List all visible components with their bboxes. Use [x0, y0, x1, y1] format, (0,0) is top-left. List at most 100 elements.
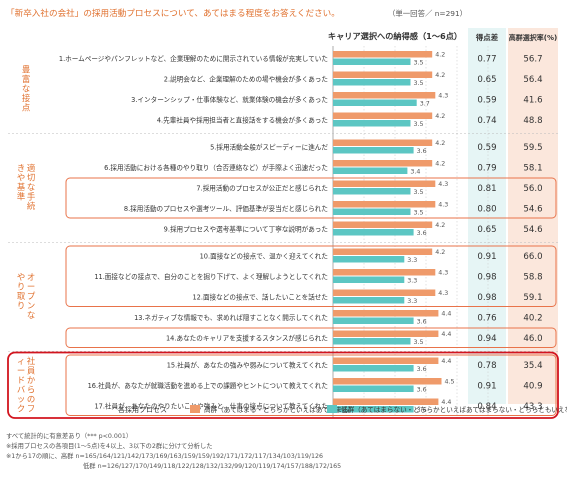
- group-label-char: 基: [17, 182, 26, 192]
- high-rate-value: 41.6: [523, 96, 542, 106]
- group-label-char: ン: [27, 301, 35, 311]
- high-rate-value: 58.1: [523, 164, 542, 174]
- bar-low: [333, 229, 414, 236]
- diff-value: 0.65: [477, 225, 496, 235]
- bar-high-label: 4.2: [435, 222, 445, 229]
- bar-low: [333, 365, 414, 372]
- bar-high: [333, 92, 436, 99]
- diff-value: 0.59: [477, 143, 496, 153]
- bar-high: [333, 221, 433, 228]
- high-rate-value: 56.7: [523, 55, 542, 65]
- score-column-title: キャリア選択への納得感（1〜6点）: [328, 31, 462, 41]
- bar-high-label: 4.3: [438, 181, 448, 188]
- row-label: 9.採用プロセスや選考基準について丁寧な説明があった: [164, 225, 328, 234]
- row-label: 2.説明会など、企業理解のための場や機会が多くあった: [164, 75, 328, 84]
- bar-high-label: 4.4: [441, 331, 451, 338]
- bar-high: [333, 51, 433, 58]
- group-label-char: フ: [27, 403, 35, 413]
- highlight-box: [65, 327, 557, 348]
- rate-column-header: 高群選択率(%): [509, 33, 557, 42]
- bar-low-label: 3.5: [414, 121, 424, 128]
- high-rate-value: 40.2: [523, 314, 542, 324]
- bar-low-label: 3.5: [414, 189, 424, 196]
- diff-value: 0.65: [477, 75, 496, 85]
- diff-value: 0.91: [477, 382, 496, 392]
- row-label: 5.採用活動全般がスピーディーに進んだ: [210, 143, 328, 152]
- bar-low-label: 3.6: [417, 148, 427, 155]
- legend-low-label: 低群（あてはまらない・どちらかといえばあてはまらない・どちらともいえない）: [341, 405, 567, 414]
- bar-high-label: 4.3: [438, 202, 448, 209]
- group-label-char: な: [22, 83, 30, 93]
- group-label-char: ド: [17, 375, 25, 385]
- bar-high: [333, 160, 433, 167]
- legend-high-label: 高群（あてはまる・どちらかといえばあてはまる）: [204, 405, 355, 414]
- footnote-3: ※1から17の順に、高群 n=165/164/121/142/173/169/1…: [6, 451, 323, 460]
- group-label-char: 手: [27, 192, 35, 202]
- bar-high: [333, 357, 439, 364]
- diff-value: 0.98: [477, 293, 496, 303]
- bar-high: [333, 398, 439, 405]
- diff-panel: [468, 28, 506, 404]
- diff-value: 0.98: [477, 273, 496, 283]
- group-label-char: 適: [27, 163, 36, 173]
- bar-high-label: 4.2: [435, 161, 445, 168]
- row-label: 10.面接などの接点で、温かく迎えてくれた: [200, 252, 328, 261]
- bar-low-label: 3.3: [407, 298, 417, 305]
- group-label-char: 続: [27, 201, 36, 211]
- diff-value: 0.74: [477, 116, 496, 126]
- bar-high: [333, 180, 436, 187]
- row-label: 12.面接などの接点で、話したいことを話せた: [192, 293, 328, 302]
- diff-value: 0.76: [477, 314, 496, 324]
- row-label: 6.採用活動における各種のやり取り（合否連絡など）が手際よく迅速だった: [104, 163, 328, 172]
- highlight-boxes: [7, 177, 559, 419]
- row-label: 15.社員が、あなたの強みや弱みについて教えてくれた: [167, 361, 328, 370]
- row-label: 11.面接などの接点で、自分のことを掘り下げて、よく理解しようとしてくれた: [94, 272, 328, 281]
- group-label-char: ッ: [17, 394, 25, 404]
- legend-title: 各採用プロセス: [118, 405, 167, 414]
- row-label: 14.あなたのキャリアを支援するスタンスが感じられた: [166, 334, 328, 343]
- diff-value: 0.84: [477, 402, 496, 412]
- footnote-2: ※採用プロセスの各項目(1〜5点)を4以上、3以下の2群に分けて分析した: [6, 441, 213, 450]
- bar-high: [333, 201, 436, 208]
- high-rate-value: 54.6: [523, 225, 542, 235]
- bar-low: [333, 99, 417, 106]
- bar-high: [333, 269, 436, 276]
- legend-low-swatch: [327, 405, 337, 413]
- group-label-char: 点: [22, 102, 30, 112]
- feedback-emphasis-box: [7, 351, 559, 419]
- bar-low: [333, 188, 411, 195]
- bar-low-label: 3.6: [417, 407, 427, 414]
- diff-column-header: 得点差: [475, 33, 499, 42]
- page-note: （単一回答／ n=291）: [388, 9, 467, 18]
- bar-high-label: 4.4: [441, 399, 451, 406]
- group-label-char: 切: [27, 173, 35, 183]
- bar-high-label: 4.2: [435, 140, 445, 147]
- bar-low: [333, 147, 414, 154]
- row-label: 8.採用活動のプロセスや選考ツール、評価基準が妥当だと感じられた: [124, 204, 328, 213]
- diff-value: 0.81: [477, 184, 496, 194]
- high-rate-value: 40.9: [523, 382, 542, 392]
- legend-high-swatch: [190, 405, 200, 413]
- group-label-char: ィ: [17, 356, 25, 366]
- high-rate-value: 66.0: [523, 252, 542, 262]
- bar-low-label: 3.3: [407, 257, 417, 264]
- bar-high-label: 4.2: [435, 72, 445, 79]
- highlight-box: [65, 354, 557, 416]
- bar-low: [333, 167, 408, 174]
- high-rate-value: 58.8: [523, 273, 542, 283]
- bar-low: [333, 317, 414, 324]
- bar-high-label: 4.4: [441, 358, 451, 365]
- bar-high: [333, 112, 433, 119]
- group-label-char: の: [27, 394, 35, 404]
- row-label: 4.先輩社員や採用担当者と直接話をする機会が多くあった: [157, 116, 328, 125]
- diff-value: 0.59: [477, 96, 496, 106]
- bar-high: [333, 139, 433, 146]
- row-label: 16.社員が、あなたが就職活動を進める上での課題やヒントについて教えてくれた: [88, 381, 328, 390]
- diff-value: 0.77: [477, 55, 496, 65]
- bar-high-label: 4.5: [445, 379, 455, 386]
- group-label-char: り: [17, 282, 25, 292]
- bar-low: [333, 58, 411, 65]
- bar-low: [333, 79, 411, 86]
- diff-value: 0.94: [477, 334, 496, 344]
